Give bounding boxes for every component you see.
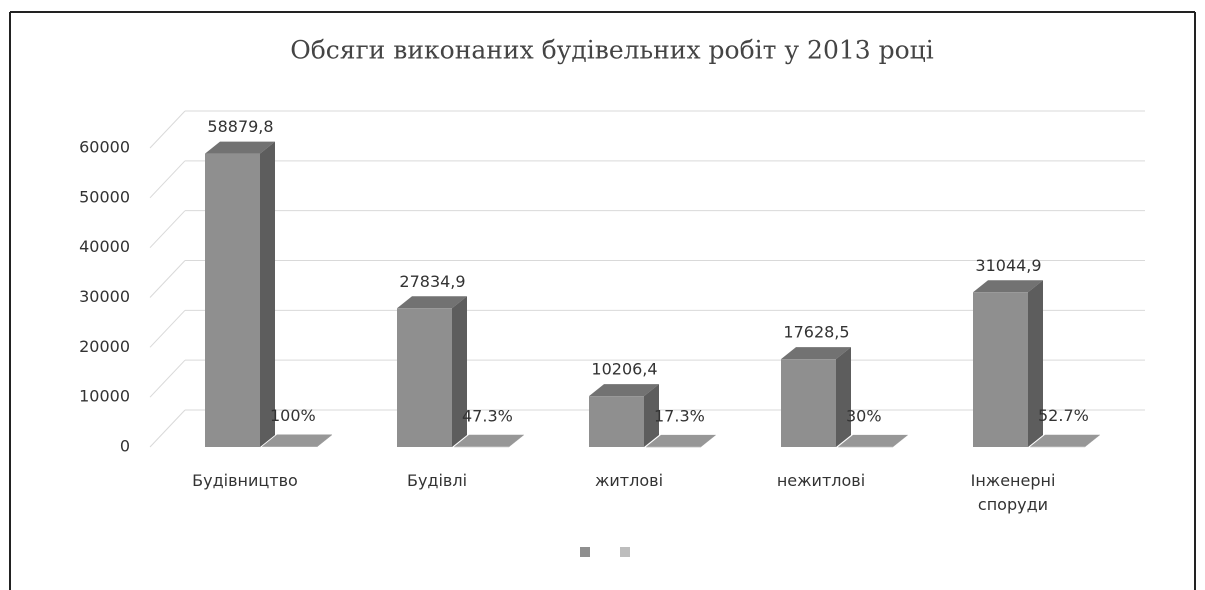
y-tick-label: 20000 xyxy=(79,337,130,356)
bar-front xyxy=(205,153,260,447)
bar xyxy=(454,434,524,448)
y-tick-label: 40000 xyxy=(79,237,130,256)
x-tick-label: Будівлі xyxy=(406,471,468,490)
x-tick-label: Будівництво xyxy=(192,471,298,490)
value-label: 17628,5 xyxy=(783,323,849,342)
y-tick-label: 10000 xyxy=(79,387,130,406)
bar-side xyxy=(893,434,908,447)
bar-front xyxy=(781,359,836,447)
bar-side xyxy=(452,296,467,447)
bar-side xyxy=(509,434,524,447)
bar-front xyxy=(646,446,701,448)
bar-top xyxy=(262,434,332,447)
value-label: 58879,8 xyxy=(207,117,273,136)
bar-top xyxy=(205,141,275,154)
grid-line-side xyxy=(149,260,186,298)
bar-front xyxy=(262,446,317,448)
bar-side xyxy=(701,434,716,447)
bar xyxy=(781,347,851,447)
grid-line-side xyxy=(149,110,186,149)
x-tick-label: житлові xyxy=(594,471,664,490)
bar-top xyxy=(838,434,908,447)
bar xyxy=(838,434,908,448)
grid-line-side xyxy=(149,409,186,448)
bar xyxy=(205,141,275,447)
bar-top xyxy=(973,280,1043,293)
x-tick-label: нежитлові xyxy=(776,471,866,490)
grid-line-side xyxy=(149,160,186,199)
bar xyxy=(1030,434,1100,448)
bar-front xyxy=(838,446,893,448)
bar-side xyxy=(644,384,659,447)
bar xyxy=(589,384,659,447)
legend-swatch xyxy=(620,547,630,557)
value-label: 52.7% xyxy=(1038,406,1089,425)
bar xyxy=(397,296,467,447)
y-tick-label: 0 xyxy=(120,437,130,456)
y-tick-label: 60000 xyxy=(79,138,130,157)
bar-side xyxy=(1028,280,1043,447)
bar-side xyxy=(260,141,275,447)
value-label: 47.3% xyxy=(462,406,513,425)
bar xyxy=(973,280,1043,447)
legend-swatch xyxy=(580,547,590,557)
bar-top xyxy=(781,347,851,360)
bar-front xyxy=(973,292,1028,447)
bar-top xyxy=(646,434,716,447)
bar-front xyxy=(454,446,509,448)
bar xyxy=(646,434,716,448)
bar-front xyxy=(589,396,644,447)
bar-top xyxy=(1030,434,1100,447)
x-tick-label: Інженерні споруди xyxy=(970,471,1056,514)
bar-side xyxy=(1085,434,1100,447)
bar-top xyxy=(589,384,659,397)
bar-side xyxy=(317,434,332,447)
bar xyxy=(262,434,332,448)
value-label: 17.3% xyxy=(654,406,705,425)
grid-line-side xyxy=(149,210,186,249)
value-label: 31044,9 xyxy=(975,256,1041,275)
y-tick-label: 30000 xyxy=(79,287,130,306)
bar-front xyxy=(397,308,452,447)
grid-line-side xyxy=(149,359,186,398)
value-label: 10206,4 xyxy=(591,360,657,379)
bar-side xyxy=(836,347,851,447)
value-label: 30% xyxy=(846,406,882,425)
grid-line-side xyxy=(149,309,186,348)
value-label: 100% xyxy=(270,406,316,425)
bar-front xyxy=(1030,446,1085,448)
chart-title: Обсяги виконаних будівельних робіт у 201… xyxy=(290,36,934,65)
value-label: 27834,9 xyxy=(399,272,465,291)
y-tick-label: 50000 xyxy=(79,187,130,206)
bar-top xyxy=(454,434,524,447)
bar-top xyxy=(397,296,467,309)
